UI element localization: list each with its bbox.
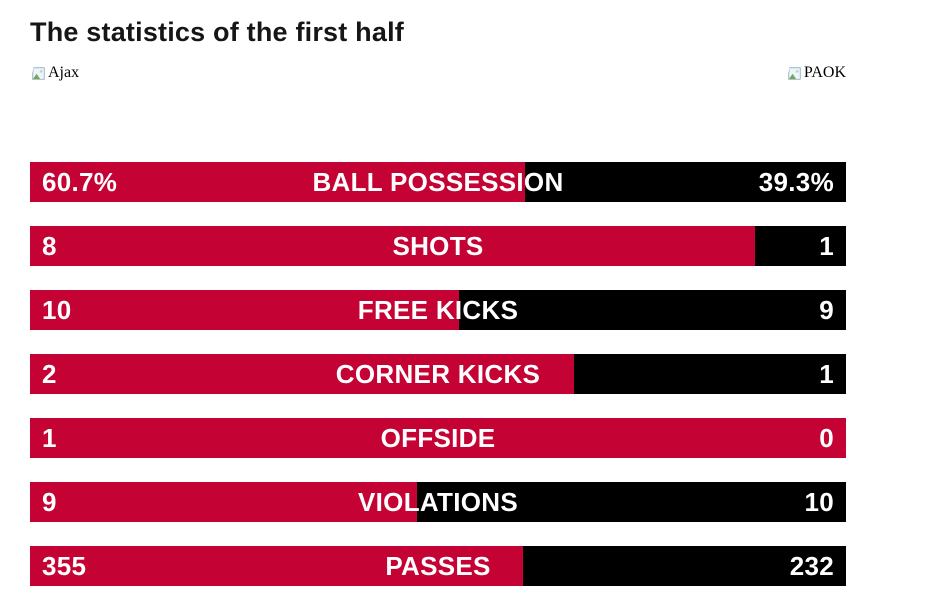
stat-label: SHOTS [392,231,484,261]
home-value: 10 [42,295,72,325]
away-value: 1 [819,231,834,261]
stat-label: VIOLATIONS [358,487,518,517]
stats-list: 60.7% BALL POSSESSION 39.3% 8 SHOTS 1 10… [30,162,846,586]
home-value: 1 [42,423,57,453]
away-value: 0 [819,423,834,453]
away-value: 1 [819,359,834,389]
broken-image-icon [788,66,801,80]
home-bar-fill [30,546,524,586]
home-bar-fill [30,290,460,330]
stat-label: CORNER KICKS [335,359,541,389]
home-team-name: Ajax [48,64,80,81]
stat-row: 2 CORNER KICKS 1 [30,354,846,394]
away-value: 9 [819,295,834,325]
broken-image-icon [32,66,45,80]
away-value: 10 [804,487,834,517]
home-value: 8 [42,231,57,261]
stat-row: 10 FREE KICKS 9 [30,290,846,330]
stat-row: 8 SHOTS 1 [30,226,846,266]
home-value: 9 [42,487,57,517]
away-team-logo: PAOK [786,64,846,82]
home-bar-fill [30,418,846,458]
stat-row: 60.7% BALL POSSESSION 39.3% [30,162,846,202]
home-value: 60.7% [42,167,118,197]
stats-widget: The statistics of the first half Ajax [30,0,846,586]
stat-row: 355 PASSES 232 [30,546,846,586]
stat-row: 9 VIOLATIONS 10 [30,482,846,522]
away-team-name: PAOK [803,64,846,81]
stat-label: FREE KICKS [357,295,519,325]
page-title: The statistics of the first half [30,17,404,47]
stat-label: PASSES [385,551,491,581]
away-value: 39.3% [758,167,834,197]
home-bar-fill [30,482,417,522]
stat-label: BALL POSSESSION [312,167,564,197]
stat-row: 1 OFFSIDE 0 [30,418,846,458]
away-value: 232 [789,551,834,581]
home-team-logo: Ajax [30,64,79,82]
home-value: 355 [42,551,87,581]
home-value: 2 [42,359,57,389]
home-bar-fill [30,226,756,266]
team-logos-row: Ajax PAOK [30,64,846,86]
home-bar-fill [30,354,574,394]
home-bar-fill [30,162,526,202]
stat-label: OFFSIDE [380,423,496,453]
